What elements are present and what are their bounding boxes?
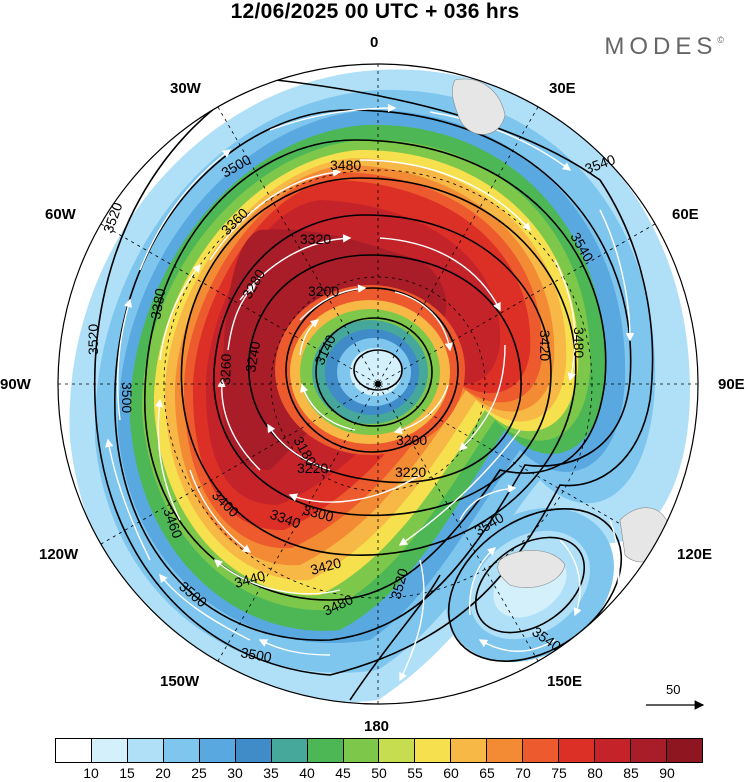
svg-text:3480: 3480 <box>330 157 361 173</box>
colorbar-tick-label: 70 <box>515 765 531 781</box>
svg-text:3520: 3520 <box>387 566 411 600</box>
map-boundary <box>57 63 699 705</box>
lon-label-120e: 120E <box>677 546 713 563</box>
modes-logo: MODES© <box>604 33 724 60</box>
svg-text:3320: 3320 <box>300 231 331 247</box>
svg-text:3380: 3380 <box>147 287 168 321</box>
colorbar-tick-label: 65 <box>479 765 495 781</box>
svg-text:3480: 3480 <box>571 327 587 358</box>
svg-text:3200: 3200 <box>396 432 427 448</box>
lon-label-90e: 90E <box>718 376 745 393</box>
svg-text:3240: 3240 <box>242 340 263 374</box>
colorbar-swatch <box>487 739 524 762</box>
colorbar-swatch <box>379 739 416 762</box>
colorbar-swatch <box>163 739 200 762</box>
colorbar-swatch <box>523 739 560 762</box>
svg-text:3500: 3500 <box>119 382 135 413</box>
svg-text:3500: 3500 <box>239 644 273 665</box>
svg-text:3200: 3200 <box>308 283 339 299</box>
colorbar-tick-label: 80 <box>587 765 603 781</box>
colorbar-tick-label: 50 <box>371 765 387 781</box>
svg-text:3420: 3420 <box>537 330 553 361</box>
colorbar <box>55 738 703 763</box>
svg-text:3260: 3260 <box>217 353 234 385</box>
svg-text:3420: 3420 <box>309 554 343 578</box>
colorbar-swatch <box>127 739 164 762</box>
svg-text:3440: 3440 <box>233 567 267 591</box>
lon-label-120w: 120W <box>39 546 79 563</box>
map-title: 12/06/2025 00 UTC + 036 hrs <box>230 0 520 23</box>
colorbar-swatch <box>307 739 344 762</box>
colorbar-tick-label: 40 <box>299 765 315 781</box>
lon-label-30w: 30W <box>170 80 201 97</box>
colorbar-tick-label: 60 <box>443 765 459 781</box>
svg-text:3520: 3520 <box>85 324 101 355</box>
lon-label-180: 180 <box>364 718 390 735</box>
lon-label-150w: 150W <box>160 673 200 690</box>
svg-text:3220: 3220 <box>297 460 328 476</box>
colorbar-swatch <box>595 739 631 762</box>
colorbar-swatch <box>271 739 308 762</box>
colorbar-swatch <box>343 739 380 762</box>
colorbar-swatch <box>451 739 488 762</box>
colorbar-swatch <box>559 739 596 762</box>
lon-label-60e: 60E <box>672 206 699 223</box>
colorbar-tick-label: 20 <box>155 765 171 781</box>
svg-text:3300: 3300 <box>301 501 335 525</box>
colorbar-tick-label: 35 <box>263 765 279 781</box>
colorbar-swatch <box>666 739 702 762</box>
colorbar-tick-label: 10 <box>83 765 99 781</box>
colorbar-tick-label: 30 <box>227 765 243 781</box>
lon-label-30e: 30E <box>549 80 576 97</box>
colorbar-ticks: 10 15 20 25 30 35 40 45 50 55 60 65 70 75 80 85 90 <box>55 765 703 782</box>
colorbar-tick-label: 85 <box>623 765 639 781</box>
colorbar-tick-label: 90 <box>659 765 675 781</box>
lon-label-90w: 90W <box>0 376 31 393</box>
colorbar-tick-label: 15 <box>119 765 135 781</box>
colorbar-tick-label: 45 <box>335 765 351 781</box>
colorbar-tick-label: 75 <box>551 765 567 781</box>
colorbar-tick-label: 55 <box>407 765 423 781</box>
lon-label-0: 0 <box>370 34 379 51</box>
colorbar-swatch <box>235 739 272 762</box>
north-pole-marker <box>375 381 381 387</box>
colorbar-swatch <box>199 739 236 762</box>
lon-label-60w: 60W <box>45 206 76 223</box>
colorbar-swatch <box>91 739 128 762</box>
vector-reference-label: 50 <box>666 682 681 697</box>
lon-label-150e: 150E <box>547 673 583 690</box>
colorbar-swatch <box>415 739 452 762</box>
svg-text:3220: 3220 <box>395 464 426 480</box>
colorbar-swatch <box>631 739 667 762</box>
colorbar-tick-label: 25 <box>191 765 207 781</box>
colorbar-swatch <box>56 739 92 762</box>
